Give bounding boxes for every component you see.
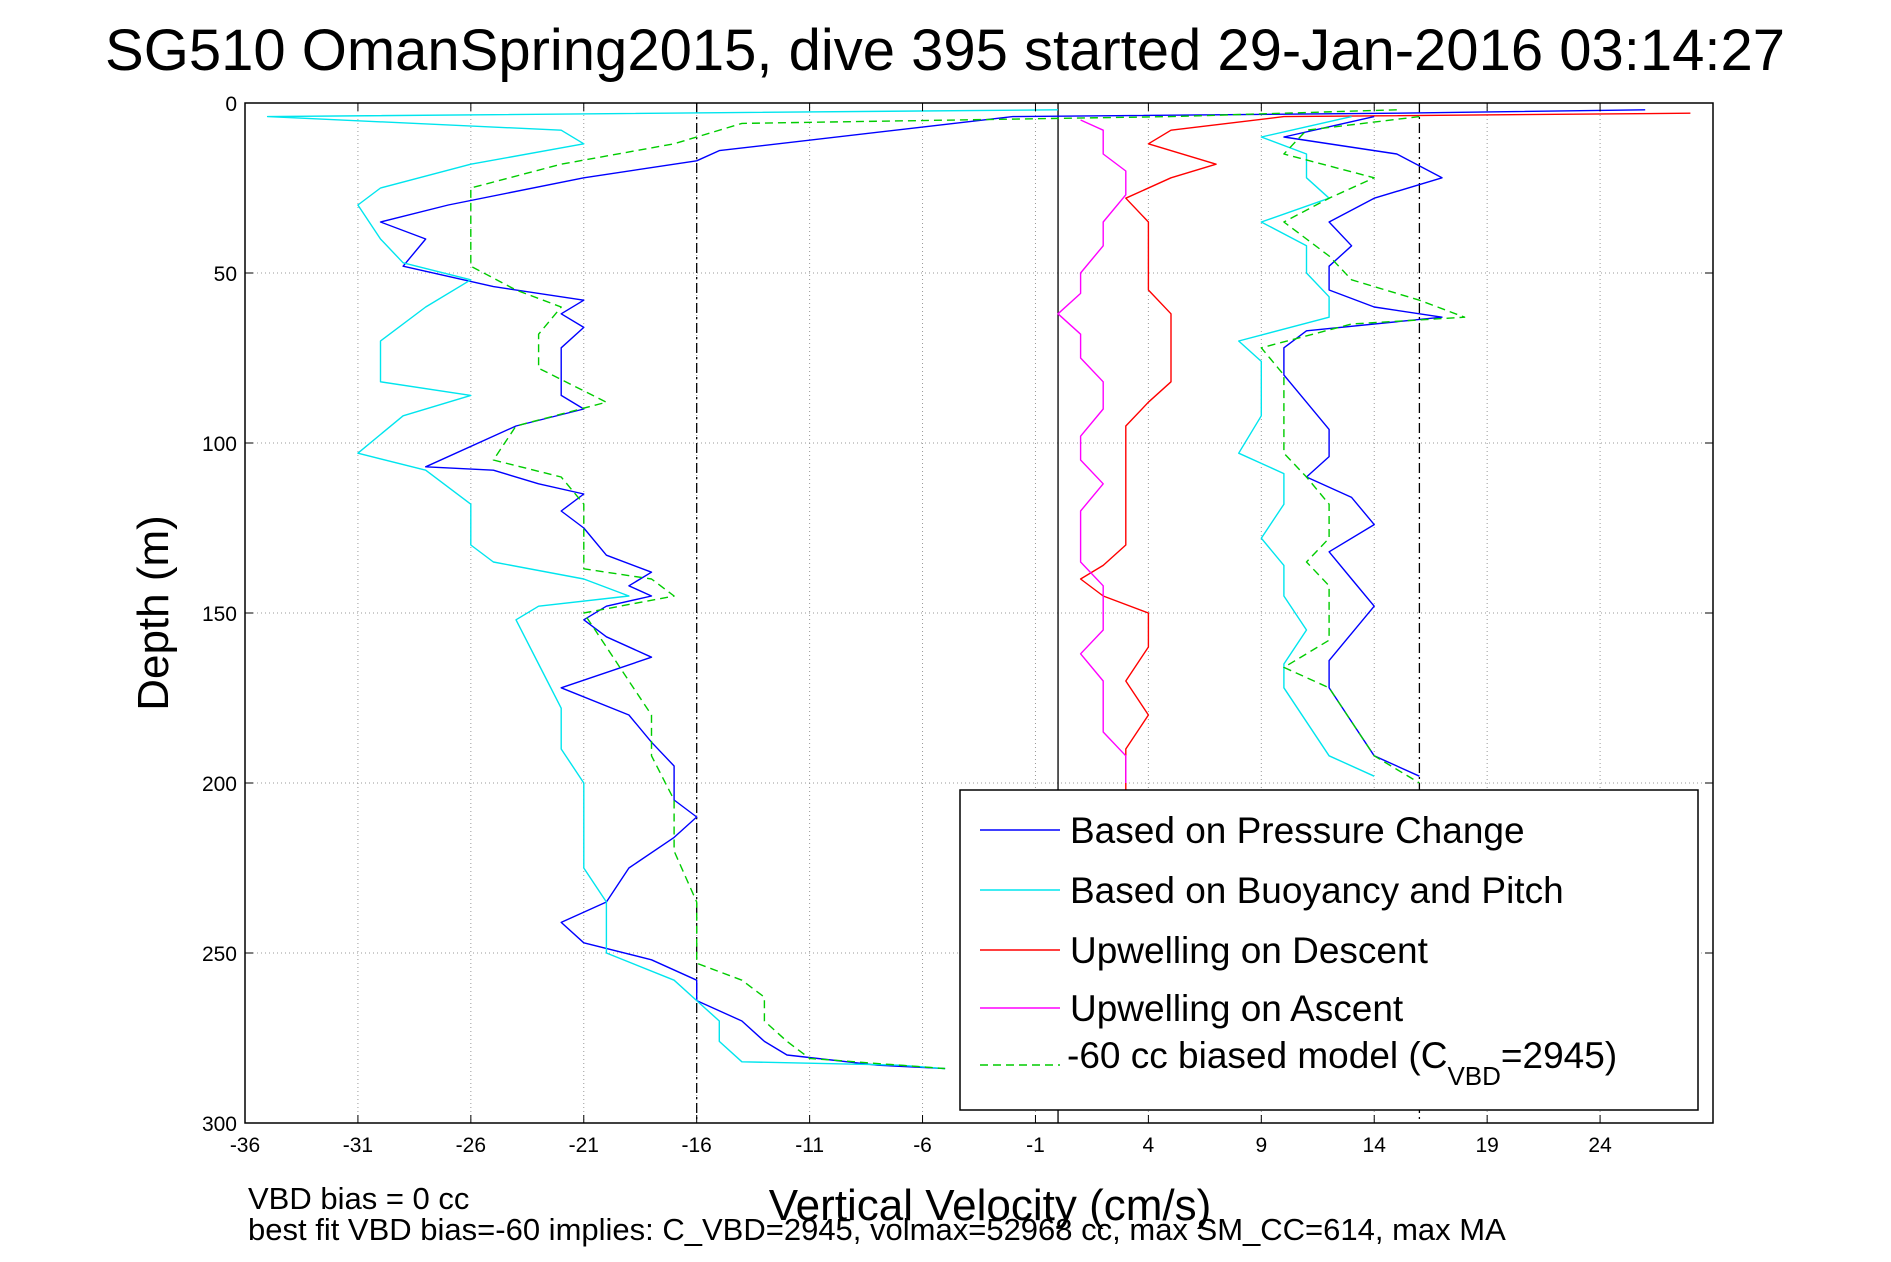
legend-item-descent: Upwelling on Descent [1070,930,1429,971]
grid-lines [245,103,1713,1123]
series-line-buoyancy-ascent [1238,115,1375,777]
legend-model-subscript: VBD [1447,1061,1500,1091]
legend-model-prefix: -60 cc biased model (C [1067,1035,1447,1076]
y-tick-label: 0 [225,93,237,116]
series-line-upwelling-descent [1079,112,1691,790]
x-tick-label: -6 [913,1134,932,1157]
data-series [266,109,1691,1070]
x-tick-label: -11 [795,1134,824,1157]
series-line-model-ascent [1260,115,1466,784]
x-tick-label: 9 [1255,1134,1267,1157]
series-line-biased-model [470,109,1397,1070]
x-tick-label: -31 [343,1134,373,1157]
y-tick-label: 100 [202,433,237,456]
y-tick-label: 150 [202,603,237,626]
x-axis-label: Vertical Velocity (cm/s) [769,1181,1212,1230]
legend-model-suffix: =2945) [1501,1035,1617,1076]
legend-item-pressure: Based on Pressure Change [1070,810,1525,851]
annotation-best-fit: best fit VBD bias=-60 implies: C_VBD=294… [248,1212,1506,1247]
chart-title: SG510 OmanSpring2015, dive 395 started 2… [105,18,1785,83]
y-axis-ticks: 0 50 100 150 200 250 300 [202,93,1713,1136]
y-tick-label: 250 [202,943,237,966]
x-tick-label: -36 [230,1134,260,1157]
legend-item-ascent: Upwelling on Ascent [1070,988,1404,1029]
y-tick-label: 300 [202,1113,237,1136]
x-tick-label: -1 [1026,1134,1045,1157]
legend-item-model: -60 cc biased model (CVBD=2945) [1067,1035,1617,1091]
x-axis-ticks: -36 -31 -26 -21 -16 -11 -6 -1 4 9 14 19 24 [230,103,1612,1157]
series-line-pressure-ascent [1283,115,1443,777]
x-tick-label: 19 [1475,1134,1498,1157]
y-axis-label: Depth (m) [129,515,178,711]
annotation-vbd-bias: VBD bias = 0 cc [248,1181,469,1216]
x-tick-label: -21 [569,1134,599,1157]
x-tick-label: 24 [1588,1134,1612,1157]
y-tick-label: 50 [214,263,237,286]
chart-legend: Based on Pressure Change Based on Buoyan… [959,789,1699,1111]
legend-item-buoyancy: Based on Buoyancy and Pitch [1070,870,1564,911]
legend-box [959,789,1699,1111]
series-line-upwelling-ascent [1057,119,1127,783]
x-tick-label: -26 [456,1134,486,1157]
series-line-pressure [379,109,1646,1070]
x-tick-label: 14 [1363,1134,1387,1157]
x-tick-label: -16 [682,1134,712,1157]
x-tick-label: 4 [1143,1134,1155,1157]
y-tick-label: 200 [202,773,237,796]
series-line-buoyancy [266,109,1059,1070]
